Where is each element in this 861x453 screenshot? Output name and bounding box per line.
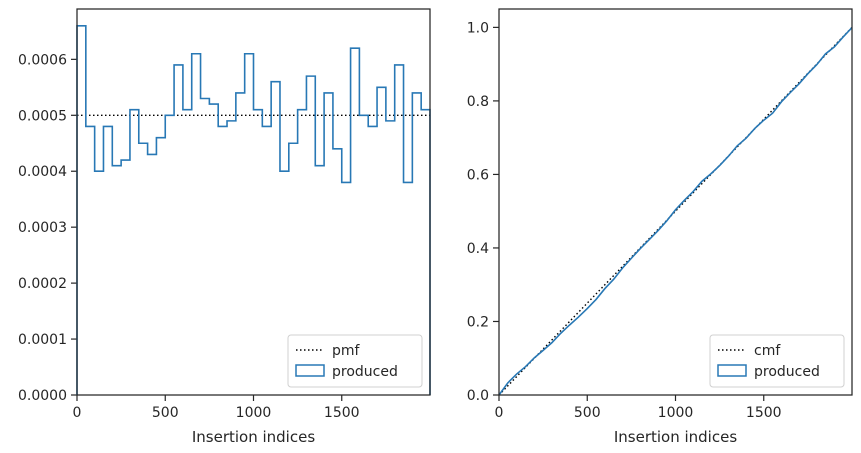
x-tick-label: 500 [574,405,601,421]
x-axis-label: Insertion indices [614,428,737,446]
plot-frame [498,8,853,396]
x-tick-label: 0 [73,405,82,421]
y-tick-label: 0.0001 [18,332,67,348]
y-tick-label: 0.0 [467,388,489,404]
legend-box-swatch [295,364,325,377]
y-tick-label: 0.0004 [18,164,67,180]
y-tick-label: 0.8 [467,94,489,110]
x-tick-label: 1000 [658,405,694,421]
x-tick-label: 1000 [236,405,272,421]
left-chart-panel: 0 500 1000 1500 0.0000 0.0001 0.0002 0.0003 0.00… [18,8,431,446]
y-tick-label: 0.0006 [18,52,67,68]
legend-box [709,334,845,388]
y-tick-label: 0.6 [467,167,489,183]
y-tick-label: 0.0003 [18,220,67,236]
x-tick-label: 500 [152,405,179,421]
x-tick-label: 0 [495,405,504,421]
y-tick-label: 1.0 [467,20,489,36]
legend-box [287,334,423,388]
right-chart-panel: 0 500 1000 1500 0.0 0.2 0.4 0.6 0.8 1.0 Insertion … [467,8,853,446]
plot-frame [76,8,431,396]
legend-label: cmf [754,343,781,359]
series-produced-line [76,24,431,395]
legend: cmf produced [709,334,845,388]
x-axis-label: Insertion indices [192,428,315,446]
legend-box-swatch [717,364,747,377]
legend-label: produced [754,364,820,380]
legend-label: produced [332,364,398,380]
y-tick-label: 0.2 [467,314,489,330]
y-tick-label: 0.0005 [18,108,67,124]
legend: pmf produced [287,334,423,388]
series-produced-line [498,27,853,396]
x-tick-label: 1500 [324,405,360,421]
x-tick-label: 1500 [746,405,782,421]
legend-label: pmf [332,343,361,359]
y-tick-label: 0.0000 [18,388,67,404]
y-tick-label: 0.4 [467,241,489,257]
y-tick-label: 0.0002 [18,276,67,292]
